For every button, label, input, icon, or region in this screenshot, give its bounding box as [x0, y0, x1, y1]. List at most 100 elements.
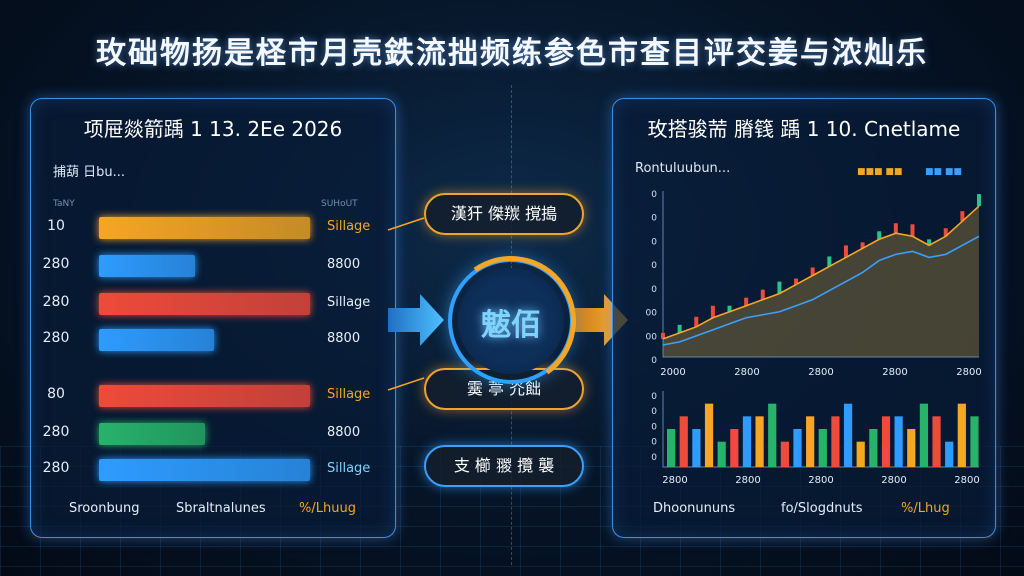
- page-title: 玫础物扬是柽市月壳鉄流拙频练参色市查目评交姜与浓灿乐: [96, 36, 928, 71]
- bar-row: 280 8800: [31, 423, 395, 445]
- bar-mark: [704, 403, 714, 467]
- candlestick-mark: [893, 223, 898, 234]
- bar-value-label: 10: [47, 218, 65, 234]
- left-footer-3: %/Lhuug: [299, 501, 356, 516]
- bar-mark: [831, 416, 840, 467]
- candlestick-mark: [777, 281, 782, 294]
- bar-fill: [99, 423, 205, 445]
- candlestick-mark: [661, 332, 665, 339]
- bar-fill: [99, 459, 311, 481]
- center-hub[interactable]: [452, 262, 570, 380]
- bar-ytick-label: 0: [651, 407, 657, 417]
- line-ytick-label: 0: [651, 190, 657, 200]
- candlestick-mark: [877, 231, 882, 240]
- bar-mark: [881, 416, 891, 467]
- left-tiny-label-2: SUHoUT: [321, 199, 358, 209]
- candlestick-mark: [927, 239, 932, 246]
- line-xtick-label: 2800: [808, 367, 833, 378]
- line-series-2: [662, 235, 980, 346]
- left-panel: 项屉燚箭踽 1 13. 2Ee 2026 捕葫 日bu... TaNY SUHo…: [30, 98, 396, 538]
- bar-row: 10 Sillage: [31, 217, 395, 239]
- bar-tag-label: 8800: [327, 257, 361, 272]
- bar-tag-label: Sillage: [327, 387, 371, 402]
- line-series-1: [662, 205, 980, 340]
- bar-mark: [755, 416, 764, 467]
- left-tiny-label-1: TaNY: [53, 199, 75, 209]
- bar-tag-label: Sillage: [327, 219, 371, 234]
- candlestick-mark: [860, 242, 865, 249]
- candlestick-mark: [744, 297, 749, 306]
- bar-value-label: 280: [42, 460, 70, 476]
- bar-xtick-label: 2800: [808, 475, 833, 486]
- bar-mark: [793, 429, 802, 467]
- bar-track: [99, 423, 355, 445]
- candlestick-mark: [794, 278, 799, 285]
- right-sub-label: Rontuluubun...: [635, 161, 731, 176]
- bar-mark: [806, 416, 815, 467]
- bar-mark: [692, 429, 701, 467]
- left-panel-title: 项屉燚箭踽 1 13. 2Ee 2026: [83, 117, 343, 141]
- bar-chart: 0 0 0 0 0 2800 2800 2800 2800 2800: [651, 391, 980, 486]
- line-xtick-label: 2800: [882, 367, 907, 378]
- right-panel-title: 玫搭骏荋 膌篯 踽 1 10. Cnetlame: [647, 117, 961, 141]
- left-footer-2: Sbraltnalunes: [176, 501, 266, 516]
- right-panel: 玫搭骏荋 膌篯 踽 1 10. Cnetlame Rontuluubun... …: [612, 98, 996, 538]
- bar-mark: [945, 441, 954, 467]
- bar-mark: [869, 429, 878, 467]
- line-xtick-label: 2800: [956, 367, 981, 378]
- bar-mark: [717, 441, 726, 467]
- bar-mark: [768, 403, 777, 467]
- right-footer-1: Dhoonununs: [653, 501, 736, 516]
- bar-tag-label: 8800: [327, 331, 361, 346]
- bar-xtick-label: 2800: [881, 475, 906, 486]
- legend-item-1: ■■■ ■■: [857, 167, 903, 177]
- bar-mark: [907, 429, 916, 467]
- bar-mark: [730, 429, 739, 467]
- line-ytick-label: 0: [651, 261, 657, 271]
- bar-mark: [742, 416, 752, 467]
- bar-mark: [970, 416, 979, 467]
- center-pill-middle[interactable]: 霙 葶 灮飿: [424, 368, 584, 410]
- bar-value-label: 280: [42, 424, 70, 440]
- bar-mark: [856, 441, 865, 467]
- hub-label: 魃佰: [481, 308, 541, 343]
- bar-track: [99, 255, 355, 277]
- bar-row: 280 Sillage: [31, 293, 395, 315]
- legend-item-2: ■■ ■■: [925, 167, 962, 177]
- bar-fill: [99, 217, 311, 239]
- bar-fill: [99, 293, 311, 315]
- bar-row: 280 8800: [31, 329, 395, 351]
- arrow-right-icon: [388, 294, 444, 346]
- candlestick-mark: [843, 245, 848, 258]
- bar-ytick-label: 0: [651, 453, 657, 463]
- bar-xtick-label: 2800: [662, 475, 687, 486]
- bar-mark: [919, 403, 929, 467]
- bar-track: [99, 385, 355, 407]
- bar-mark: [932, 416, 941, 467]
- candlestick-mark: [810, 267, 815, 276]
- candlestick-mark: [694, 316, 699, 327]
- right-footer-3: %/Lhug: [901, 501, 950, 516]
- candlestick-mark: [727, 305, 732, 312]
- bar-fill: [99, 255, 195, 277]
- bar-value-label: 280: [42, 256, 70, 272]
- bar-value-label: 80: [47, 386, 65, 402]
- candlestick-mark: [710, 305, 715, 318]
- bar-tag-label: 8800: [327, 425, 361, 440]
- center-pill-bottom[interactable]: 支 櫛 翪 攬 襲: [424, 445, 584, 487]
- bar-track: [99, 217, 355, 239]
- bar-mark: [667, 429, 676, 467]
- bar-tag-label: Sillage: [327, 295, 371, 310]
- line-ytick-label: 0: [651, 356, 657, 366]
- line-ytick-label: 00: [646, 332, 658, 342]
- line-chart-axis: [662, 191, 979, 358]
- left-sub-label: 捕葫 日bu...: [53, 165, 126, 180]
- candlestick-mark: [677, 324, 682, 333]
- bar-xtick-label: 2800: [954, 475, 979, 486]
- bar-mark: [679, 416, 688, 467]
- center-pill-top[interactable]: 漢犴 傑羰 撹搗: [424, 193, 584, 235]
- line-xtick-label: 2000: [660, 367, 685, 378]
- candlestick-mark: [977, 194, 981, 207]
- bar-ytick-label: 0: [651, 392, 657, 402]
- connector-lines: [387, 217, 425, 391]
